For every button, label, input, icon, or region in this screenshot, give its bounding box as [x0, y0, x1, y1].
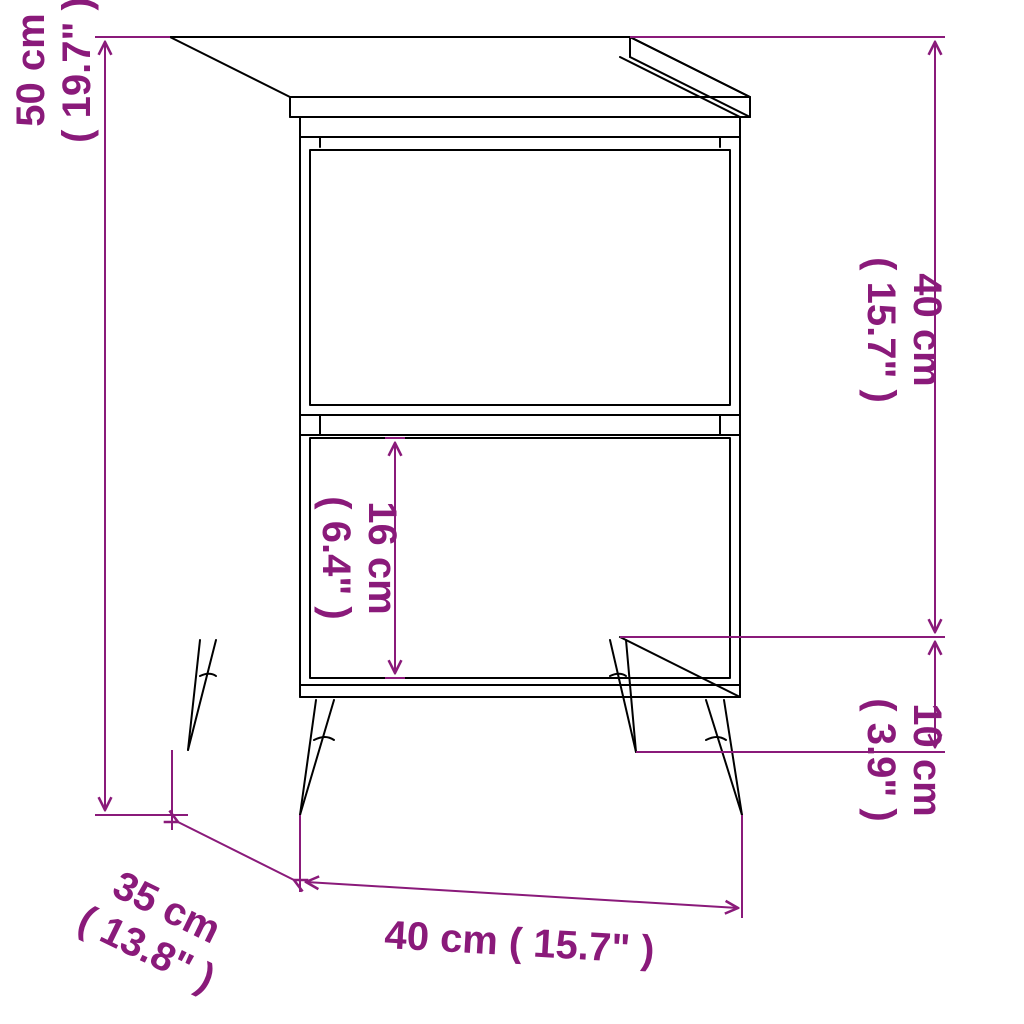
- dimension-lines: [95, 37, 945, 918]
- label-leg-height-l1: 10 cm: [905, 703, 949, 816]
- dim-total-height: [95, 37, 188, 815]
- label-leg-height-l2: ( 3.9" ): [859, 698, 903, 821]
- label-leg-height: 10 cm ( 3.9" ): [858, 640, 950, 880]
- label-total-height-l2: ( 19.7" ): [55, 0, 99, 143]
- label-width-l2: ( 15.7" ): [508, 920, 656, 972]
- label-total-height: 50 cm ( 19.7" ): [8, 0, 100, 260]
- dim-width: [300, 815, 742, 918]
- label-drawer-height-l2: ( 6.4" ): [314, 496, 358, 619]
- label-cabinet-height-l2: ( 15.7" ): [859, 257, 903, 403]
- product-drawing: [170, 37, 750, 815]
- dim-depth: [172, 750, 294, 880]
- label-drawer-height: 16 cm ( 6.4" ): [313, 438, 405, 678]
- label-total-height-l1: 50 cm: [9, 13, 53, 126]
- label-width-l1: 40 cm: [383, 913, 499, 963]
- label-cabinet-height: 40 cm ( 15.7" ): [858, 150, 950, 510]
- label-cabinet-height-l1: 40 cm: [905, 273, 949, 386]
- label-drawer-height-l1: 16 cm: [360, 501, 404, 614]
